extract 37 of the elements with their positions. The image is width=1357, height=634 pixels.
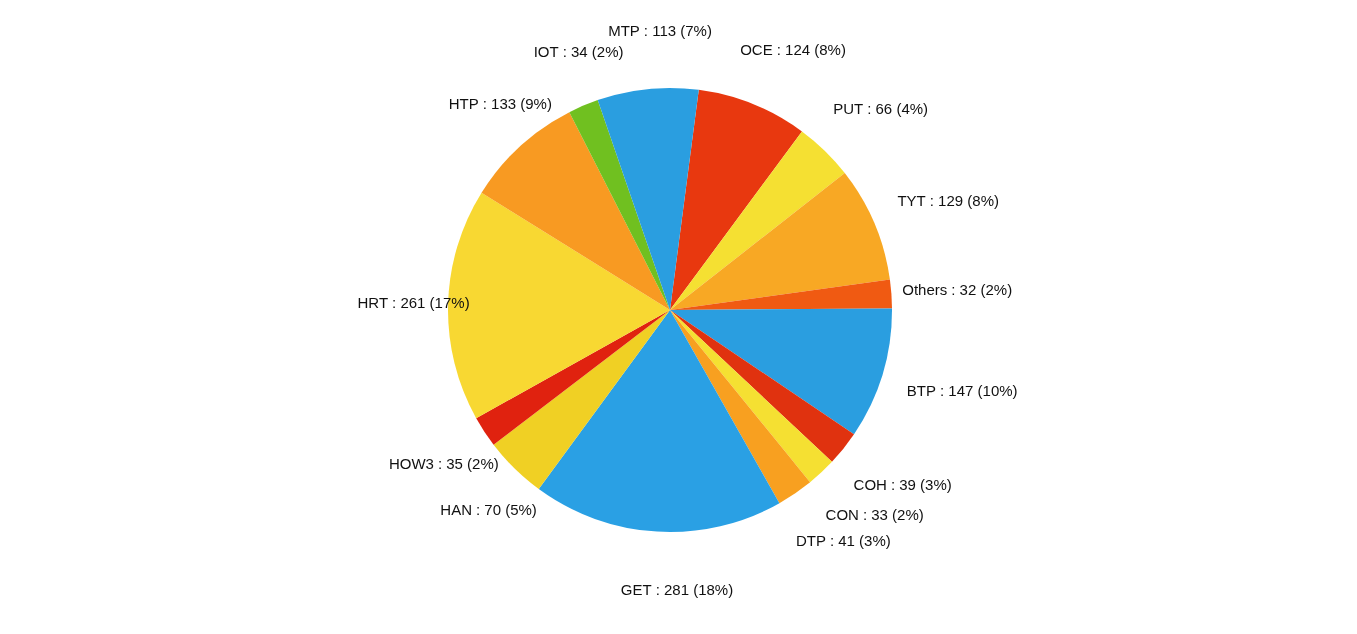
pie-slice bbox=[569, 100, 670, 310]
data-label: : 70 (5%) bbox=[475, 500, 537, 518]
data-label: : 34 (2%) bbox=[562, 43, 624, 61]
pie-slice bbox=[670, 89, 802, 310]
slice-label: TYT bbox=[897, 191, 926, 209]
data-label: : 66 (4%) bbox=[867, 100, 929, 118]
slice-label: COH bbox=[853, 475, 887, 493]
slice-label: HRT bbox=[357, 294, 389, 312]
slice-label: HOW3 bbox=[388, 454, 434, 472]
pie-slice bbox=[670, 310, 855, 462]
pie-slice bbox=[670, 173, 890, 310]
slice-label: OCE bbox=[740, 41, 773, 59]
slice-label: DTP bbox=[795, 532, 826, 550]
data-label: : 124 (8%) bbox=[776, 41, 846, 59]
pie-slice bbox=[476, 310, 670, 445]
data-label: : 147 (10%) bbox=[940, 381, 1018, 399]
pie-slice bbox=[481, 112, 670, 310]
data-label: : 32 (2%) bbox=[951, 280, 1013, 298]
slice-label: IOT bbox=[533, 43, 559, 61]
data-label: : 133 (9%) bbox=[482, 94, 552, 112]
pie-slice bbox=[597, 88, 699, 310]
data-label: : 281 (18%) bbox=[655, 580, 734, 598]
data-label: : 39 (3%) bbox=[890, 475, 952, 493]
slice-label: HTP bbox=[448, 94, 479, 112]
slice-label: HAN bbox=[440, 500, 472, 518]
slice-label: BTP bbox=[906, 381, 937, 399]
slice-label: CON bbox=[825, 505, 859, 523]
pie-slice bbox=[670, 310, 811, 504]
slice-label: GET bbox=[620, 580, 652, 598]
slice-label: MTP bbox=[608, 22, 640, 40]
slice-label: Others bbox=[902, 280, 948, 298]
slice-label: PUT bbox=[833, 100, 864, 118]
data-label: : 41 (3%) bbox=[829, 532, 891, 550]
data-label: : 129 (8%) bbox=[929, 191, 999, 209]
data-label: : 113 (7%) bbox=[643, 22, 712, 40]
data-label: : 33 (2%) bbox=[862, 505, 924, 523]
data-label: : 35 (2%) bbox=[437, 454, 499, 472]
